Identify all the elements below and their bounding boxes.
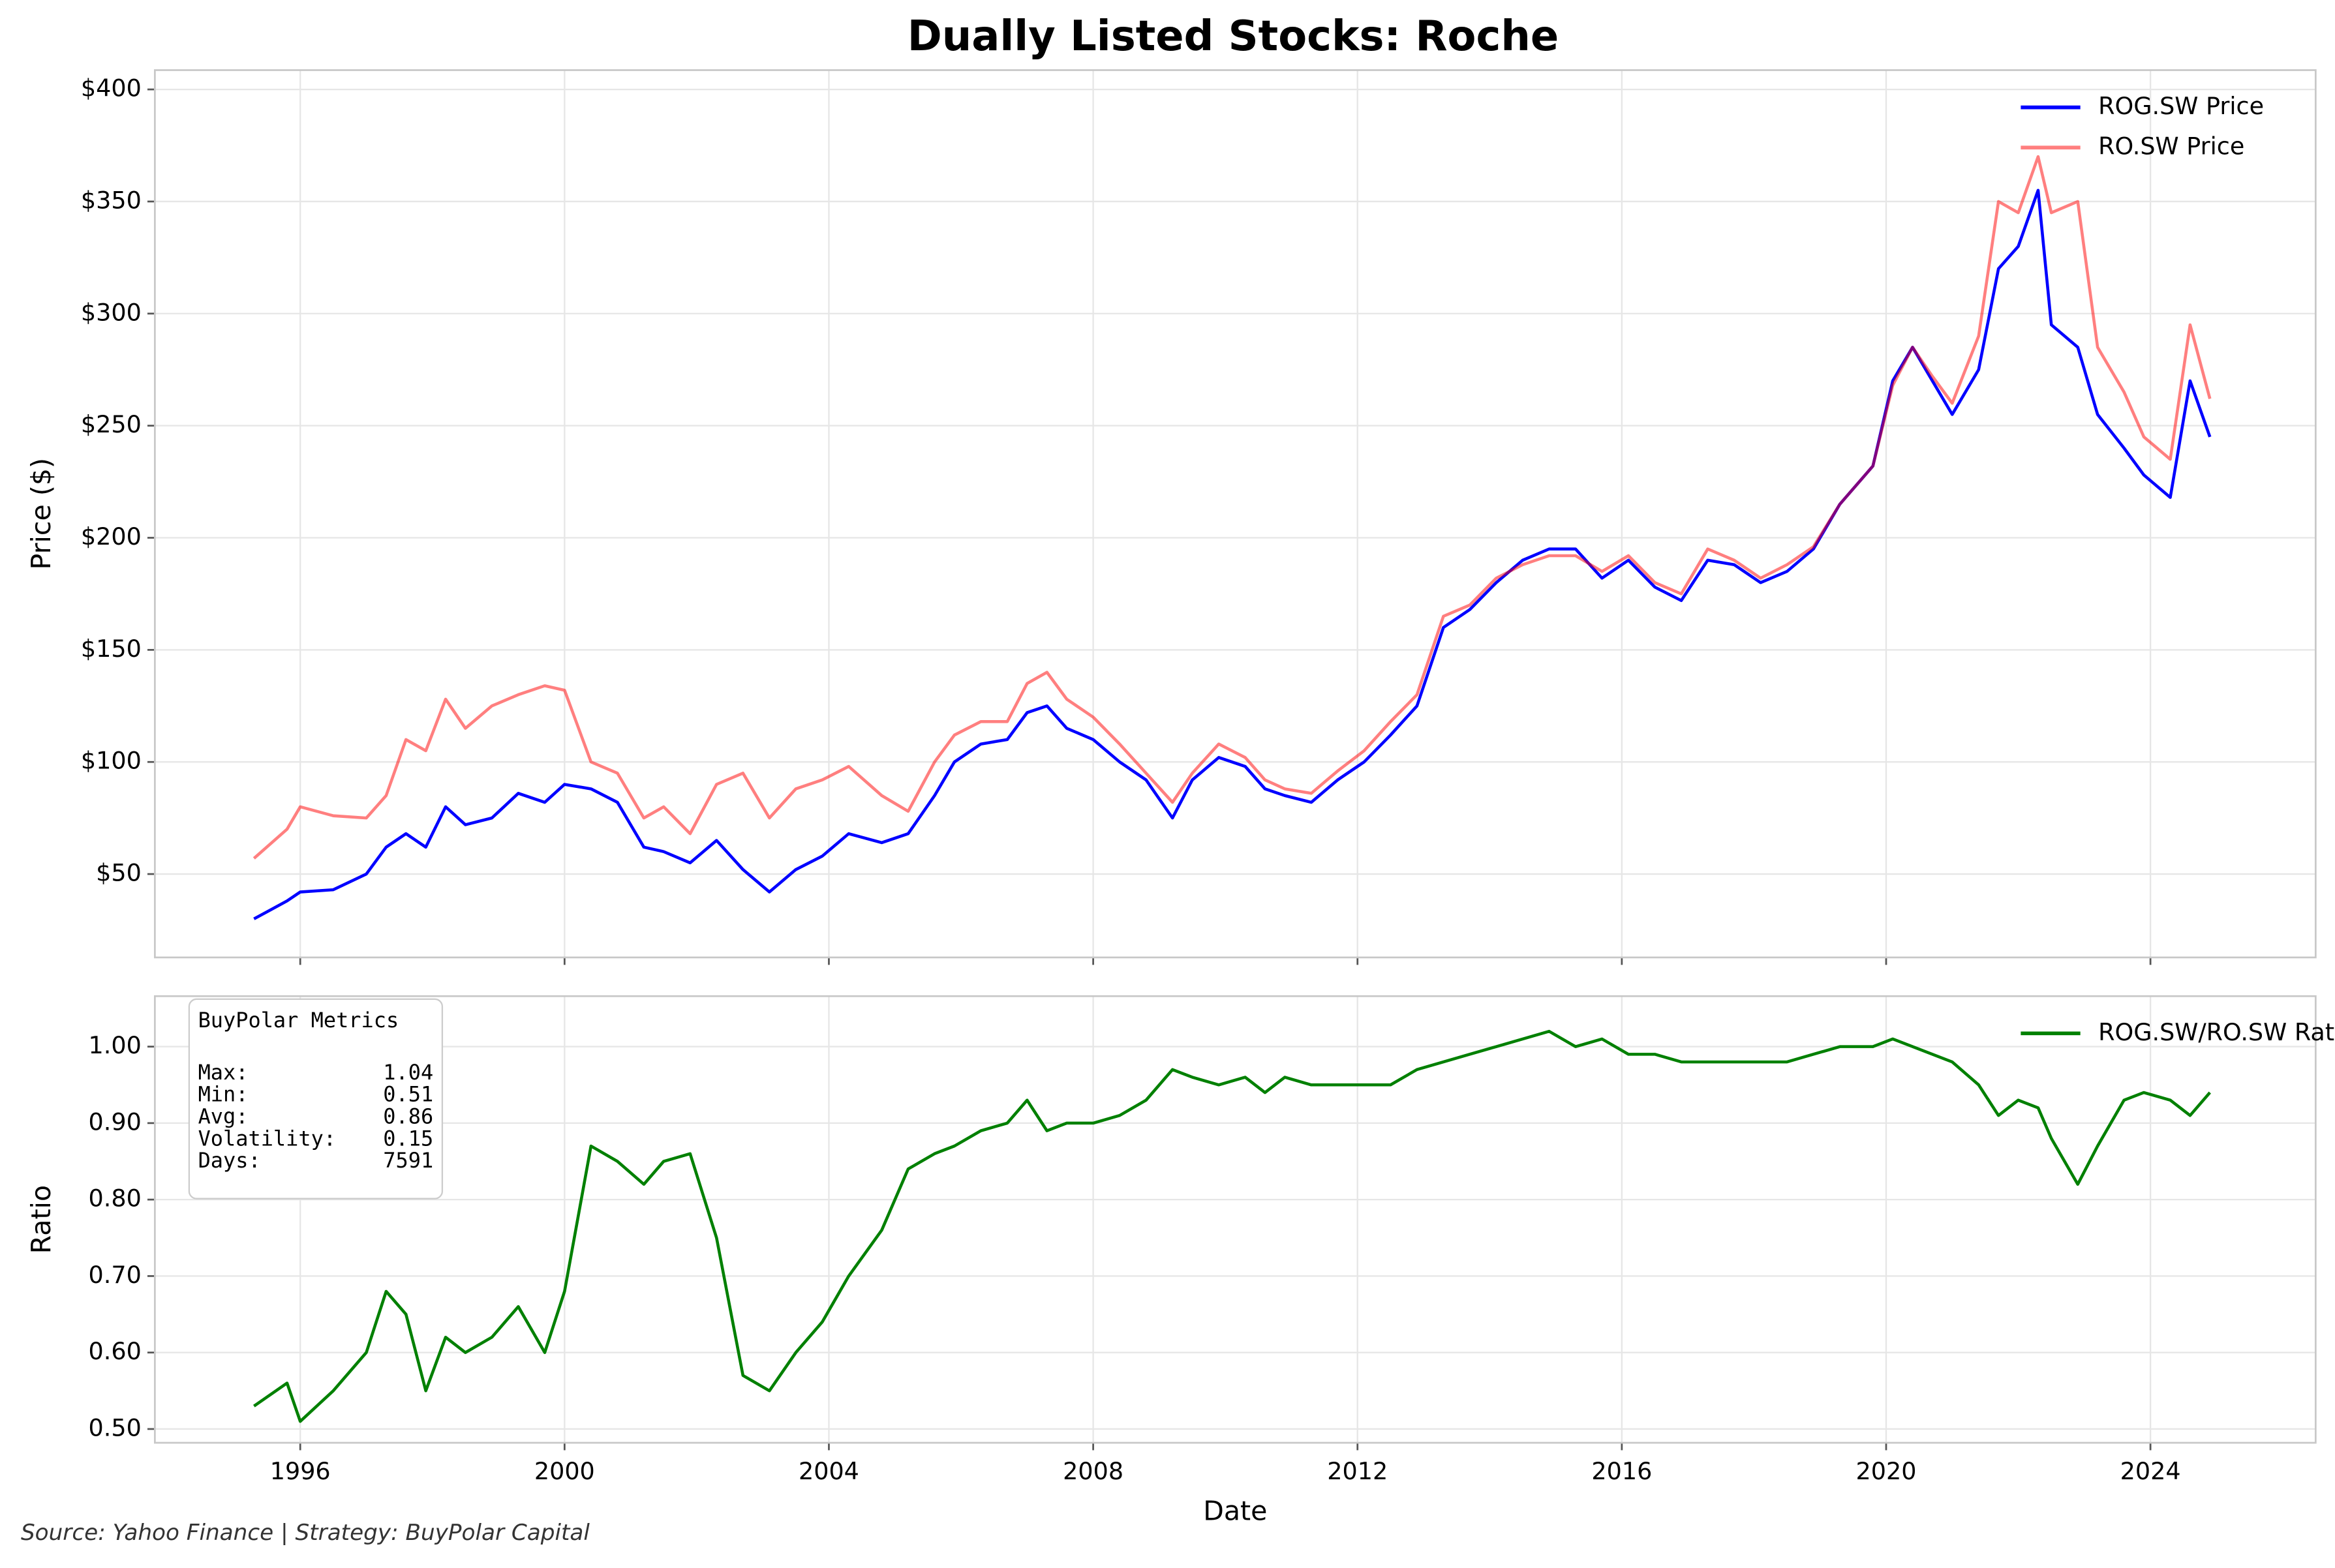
metric-value: 0.86 [383,1104,433,1129]
chart-title: Dually Listed Stocks: Roche [908,12,1559,61]
y-axis-label: Ratio [25,1185,57,1254]
y-tick-label: 0.50 [89,1413,142,1441]
plot-frame [154,995,2317,1444]
y-axis-label: Price ($) [25,458,57,569]
metric-value: 0.51 [383,1082,433,1107]
metric-value: 0.15 [383,1126,433,1151]
y-tick-label: 1.00 [89,1031,142,1059]
metrics-title: BuyPolar Metrics [198,1008,399,1033]
x-tick-label: 2020 [1856,1457,1917,1485]
x-tick-label: 2024 [2120,1457,2181,1485]
metric-value: 7591 [383,1148,433,1173]
metric-label: Volatility: [198,1126,337,1151]
legend-label: ROG.SW Price [2098,92,2264,120]
y-tick-label: $100 [81,747,142,775]
plot-frame [154,69,2317,959]
y-tick-label: 0.60 [89,1337,142,1365]
legend-label: RO.SW Price [2098,132,2244,160]
x-axis-label: Date [1203,1495,1267,1526]
metric-label: Avg: [198,1104,249,1129]
y-tick-label: $250 [81,410,142,438]
y-tick-label: $300 [81,298,142,326]
legend-label: ROG.SW/RO.SW Ratio [2098,1018,2335,1046]
x-tick-label: 2008 [1063,1457,1123,1485]
series-line [253,1029,2211,1423]
y-tick-label: 0.80 [89,1184,142,1213]
x-tick-label: 2012 [1327,1457,1388,1485]
metric-label: Max: [198,1060,249,1085]
metric-label: Min: [198,1082,249,1107]
y-tick-label: $150 [81,635,142,663]
plot-area [155,996,2316,1443]
series-line [252,155,2212,860]
y-tick-label: $200 [81,522,142,550]
x-tick-label: 2000 [534,1457,595,1485]
metrics-box [188,998,444,1199]
x-tick-label: 2004 [799,1457,859,1485]
footer: Source: Yahoo Finance | Strategy: BuyPol… [21,1520,590,1546]
x-tick-label: 1996 [270,1457,331,1485]
metric-label: Days: [198,1148,261,1173]
series-line [253,188,2212,920]
y-tick-label: $400 [81,74,142,102]
y-tick-label: 0.90 [89,1108,142,1136]
y-tick-label: $50 [96,859,142,887]
y-tick-label: $350 [81,186,142,214]
plot-area [155,70,2316,957]
metric-value: 1.04 [383,1060,433,1085]
x-tick-label: 2016 [1591,1457,1652,1485]
y-tick-label: 0.70 [89,1261,142,1289]
